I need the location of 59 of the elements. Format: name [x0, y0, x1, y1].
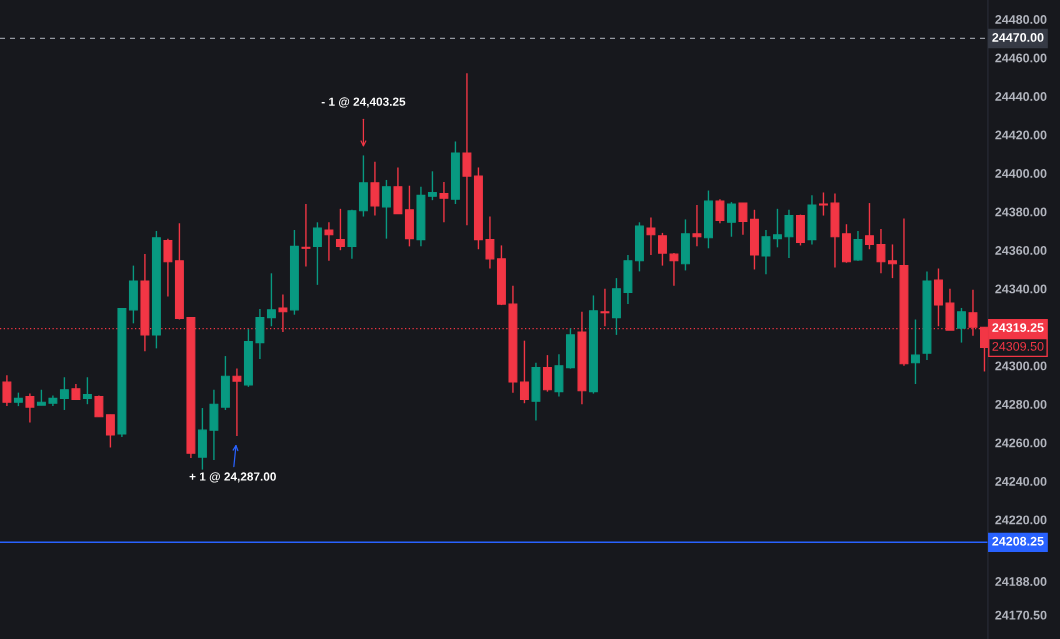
- candlestick: [600, 288, 610, 327]
- ref-line-label: 24208.25: [992, 536, 1044, 546]
- y-tick-label: 24300.00: [995, 361, 1047, 371]
- ref-line-label: 24319.25: [992, 323, 1044, 333]
- candlestick: [381, 179, 391, 240]
- y-tick-label: 24440.00: [995, 92, 1047, 101]
- y-tick-label: 24220.00: [995, 515, 1047, 525]
- annotation: - 1 @ 24,403.25: [321, 97, 406, 108]
- candlestick: [335, 208, 345, 251]
- candlestick: [312, 221, 322, 286]
- candlestick: [462, 72, 472, 226]
- y-tick-label: 24260.00: [995, 438, 1047, 448]
- candlestick: [2, 374, 12, 407]
- y-tick-label: 24360.00: [995, 246, 1047, 255]
- candlestick: [427, 170, 437, 201]
- y-tick-label: 24460.00: [995, 53, 1047, 63]
- y-tick-label: 24380.00: [995, 207, 1047, 217]
- candlestick: [25, 392, 35, 424]
- candlestick: [818, 191, 828, 217]
- ref-line-label: 24470.00: [992, 33, 1044, 42]
- candlestick: [646, 216, 656, 256]
- candlestick: [876, 228, 886, 275]
- y-tick-label: 24480.00: [995, 15, 1047, 24]
- candlestick: [163, 237, 173, 298]
- candlestick: [726, 201, 736, 238]
- y-tick-label: 24420.00: [995, 130, 1047, 140]
- candlestick: [485, 215, 495, 270]
- candlestick: [715, 198, 725, 224]
- candlestick: [784, 209, 794, 259]
- y-tick-label: 24240.00: [995, 476, 1047, 486]
- candlestick: [761, 229, 771, 275]
- candlestick: [957, 307, 966, 344]
- candlestick: [105, 414, 115, 449]
- candlestick: [439, 181, 449, 223]
- candlestick: [853, 230, 863, 262]
- annotation: + 1 @ 24,287.00: [189, 472, 276, 483]
- candlestick: [266, 272, 276, 327]
- y-tick-label: 24400.00: [995, 169, 1047, 178]
- y-tick-label: 24170.50: [995, 610, 1047, 620]
- candlestick: [82, 376, 92, 405]
- candlestick: [864, 202, 874, 250]
- candlestick: [669, 252, 679, 287]
- candlestick: [542, 354, 552, 393]
- candlestick: [59, 376, 69, 411]
- candlestick: [887, 243, 897, 279]
- candlestick: [370, 160, 380, 217]
- candlestick: [738, 202, 748, 236]
- candlestick: [772, 208, 782, 249]
- candlestick: [910, 318, 920, 385]
- candlestick: [301, 203, 311, 268]
- y-tick-label: 24188.00: [995, 577, 1047, 586]
- candlestick: [519, 339, 529, 404]
- candlestick: [324, 221, 334, 262]
- candlestick: [232, 367, 242, 437]
- y-tick-label: 24280.00: [995, 399, 1047, 409]
- candlestick: [692, 204, 702, 248]
- candlestick: [657, 232, 667, 267]
- y-tick-label: 24340.00: [995, 284, 1047, 294]
- text: 24309.50: [992, 341, 1044, 351]
